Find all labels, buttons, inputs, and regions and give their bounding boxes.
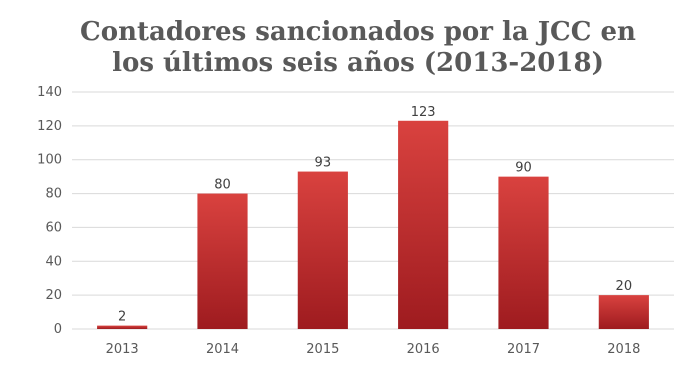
x-tick-label: 2013 bbox=[106, 342, 139, 357]
x-tick-label: 2018 bbox=[607, 342, 640, 357]
data-label: 2 bbox=[118, 310, 126, 325]
data-label: 90 bbox=[515, 161, 532, 176]
y-tick-label: 20 bbox=[45, 288, 62, 303]
y-tick-label: 80 bbox=[45, 187, 62, 202]
y-axis-ticks: 0 20 40 60 80 100 120 140 bbox=[37, 85, 62, 337]
x-tick-label: 2016 bbox=[407, 342, 440, 357]
x-tick-label: 2015 bbox=[306, 342, 339, 357]
y-tick-label: 100 bbox=[37, 153, 62, 168]
x-tick-label: 2014 bbox=[206, 342, 239, 357]
data-label: 123 bbox=[411, 105, 436, 120]
data-label: 80 bbox=[214, 178, 231, 193]
bar-2014 bbox=[197, 193, 248, 329]
bar-2015 bbox=[297, 171, 348, 329]
y-tick-label: 40 bbox=[45, 254, 62, 269]
bar-2017 bbox=[498, 176, 549, 329]
y-tick-label: 0 bbox=[54, 322, 62, 337]
data-label: 93 bbox=[315, 156, 332, 171]
bar-2016 bbox=[398, 120, 449, 330]
y-tick-label: 60 bbox=[45, 220, 62, 235]
x-tick-label: 2017 bbox=[507, 342, 540, 357]
y-tick-label: 120 bbox=[37, 119, 62, 134]
gridlines bbox=[72, 91, 674, 330]
data-label: 20 bbox=[616, 279, 633, 294]
y-tick-label: 140 bbox=[37, 85, 62, 100]
x-axis-ticks: 2013 2014 2015 2016 2017 2018 bbox=[106, 342, 641, 357]
chart-title-line-1: Contadores sancionados por la JCC en bbox=[80, 17, 636, 47]
chart-title-line-2: los últimos seis años (2013-2018) bbox=[112, 48, 604, 78]
bar-2018 bbox=[598, 295, 649, 329]
bars bbox=[97, 120, 649, 330]
bar-2013 bbox=[97, 325, 148, 329]
data-labels: 2 80 93 123 90 20 bbox=[118, 105, 632, 325]
